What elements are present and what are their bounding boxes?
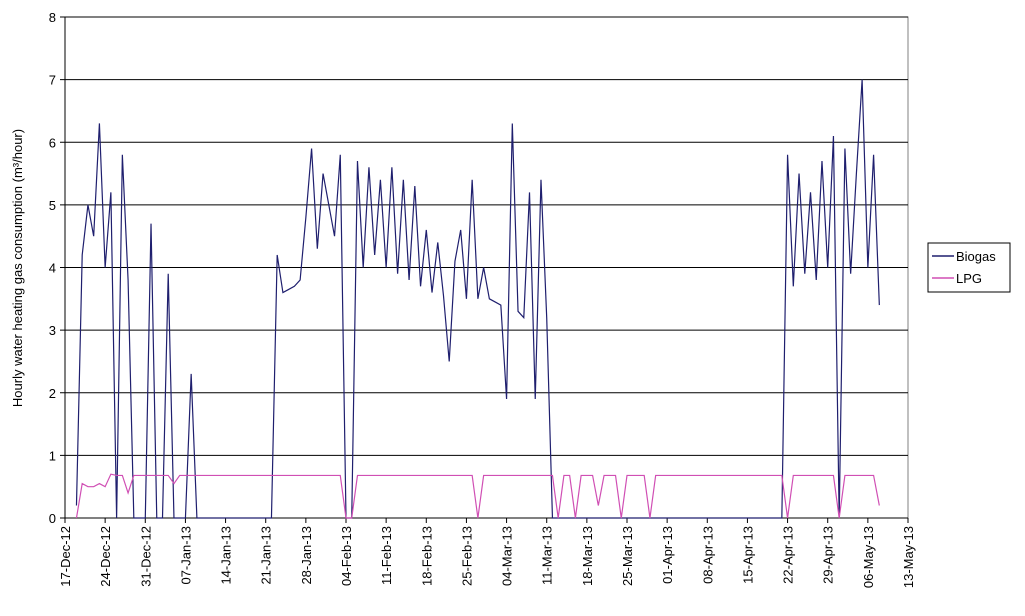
x-tick-label: 11-Mar-13 [540,526,555,585]
x-tick-label: 11-Feb-13 [379,526,394,585]
x-tick-label: 04-Feb-13 [339,526,354,586]
x-tick-label: 21-Jan-13 [259,526,274,585]
x-tick-label: 15-Apr-13 [740,526,755,584]
x-tick-label: 01-Apr-13 [660,526,675,584]
y-tick-label: 2 [49,386,56,401]
x-tick-label: 17-Dec-12 [58,526,73,587]
x-tick-label: 29-Apr-13 [821,526,836,584]
legend-label: Biogas [956,249,996,264]
y-axis-label: Hourly water heating gas consumption (m³… [10,129,25,407]
x-tick-label: 07-Jan-13 [178,526,193,585]
y-tick-label: 8 [49,10,56,25]
x-tick-label: 25-Feb-13 [459,526,474,586]
y-tick-label: 6 [49,135,56,150]
y-tick-label: 1 [49,448,56,463]
x-tick-label: 28-Jan-13 [299,526,314,585]
data-line [75,79,880,519]
data-line [75,473,880,519]
x-tick-label: 18-Mar-13 [580,526,595,586]
y-tick-label: 0 [49,511,56,526]
x-tick-label: 04-Mar-13 [500,526,515,586]
legend-box [927,242,1011,293]
x-tick-label: 24-Dec-12 [98,526,113,587]
legend-label: LPG [956,271,982,286]
y-tick-label: 5 [49,198,56,213]
x-tick-label: 25-Mar-13 [620,526,635,586]
x-tick-label: 13-May-13 [901,526,916,588]
y-tick-label: 7 [49,73,56,88]
x-tick-label: 22-Apr-13 [781,526,796,584]
x-tick-label: 08-Apr-13 [700,526,715,584]
x-tick-label: 06-May-13 [861,526,876,588]
y-tick-label: 3 [49,323,56,338]
x-tick-label: 31-Dec-12 [138,526,153,587]
x-tick-label: 14-Jan-13 [219,526,234,585]
y-tick-label: 4 [49,261,56,276]
x-tick-label: 18-Feb-13 [419,526,434,586]
